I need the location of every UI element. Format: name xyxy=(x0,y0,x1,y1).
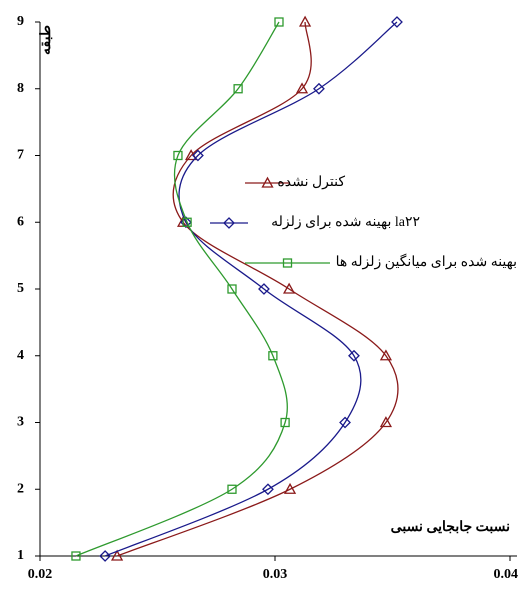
point xyxy=(282,282,296,294)
point xyxy=(379,416,393,428)
point xyxy=(173,150,183,161)
legend-marker xyxy=(223,217,235,229)
legend-marker xyxy=(261,176,274,188)
point xyxy=(110,549,124,561)
point xyxy=(227,484,237,494)
point xyxy=(274,17,284,27)
y-tick-label: 4 xyxy=(17,348,24,363)
point xyxy=(233,84,243,94)
y-tick-label: 5 xyxy=(17,281,24,296)
point xyxy=(391,16,403,28)
point xyxy=(339,416,351,429)
y-tick-label: 2 xyxy=(17,481,24,496)
point xyxy=(295,82,309,94)
legend-label: بهینه شده برای میانگین زلزله ها xyxy=(336,253,517,270)
point xyxy=(262,483,274,496)
legend-label: بهینه شده برای زلزله la۲۲ xyxy=(271,215,420,230)
point xyxy=(258,283,270,295)
y-tick-label: 1 xyxy=(17,548,24,563)
y-tick-label: 8 xyxy=(17,81,24,96)
point xyxy=(227,284,237,294)
point xyxy=(182,217,192,227)
y-tick-label: 9 xyxy=(17,14,24,29)
point xyxy=(313,82,325,95)
point xyxy=(268,351,278,361)
y-tick-label: 3 xyxy=(17,415,24,430)
x-tick-label: 0.03 xyxy=(263,567,288,582)
point xyxy=(298,15,312,27)
point xyxy=(348,349,360,362)
legend-label: کنترل نشده xyxy=(277,175,345,190)
point xyxy=(283,482,297,494)
y-tick-label: 6 xyxy=(17,214,24,229)
x-tick-label: 0.02 xyxy=(28,567,53,582)
point xyxy=(192,149,204,162)
series-line xyxy=(116,21,399,557)
point xyxy=(71,551,81,561)
point xyxy=(99,550,112,562)
x-tick-label: 0.04 xyxy=(494,567,519,582)
point xyxy=(379,349,393,361)
x-axis-title: نسبت جابجایی نسبی xyxy=(391,520,510,535)
y-tick-label: 7 xyxy=(17,148,24,163)
y-axis-title: طبقه xyxy=(39,25,54,55)
legend-marker xyxy=(282,258,293,268)
series-line xyxy=(75,21,288,557)
point xyxy=(280,417,290,428)
